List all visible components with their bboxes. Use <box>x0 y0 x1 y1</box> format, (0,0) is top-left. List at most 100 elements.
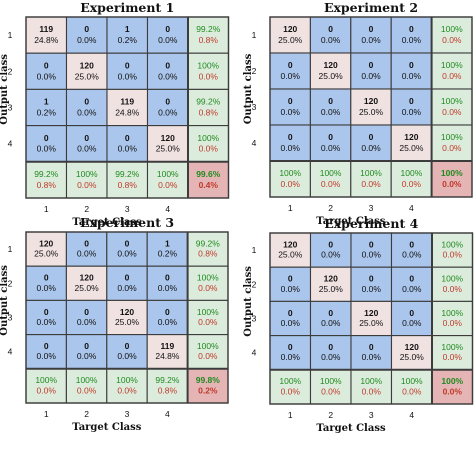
cell-count-label: 0 <box>84 24 89 34</box>
cell-percent-label: 0.0% <box>117 283 137 293</box>
cell-count-label: 0 <box>409 24 414 34</box>
off-diagonal-cell <box>269 88 311 126</box>
off-diagonal-cell <box>25 334 67 370</box>
off-diagonal-cell <box>269 300 312 337</box>
column-error-label: 0.0% <box>37 385 57 395</box>
cell-count-label: 0 <box>125 60 130 70</box>
row-error-label: 0.8% <box>199 107 219 117</box>
cell-count-label: 0 <box>84 238 89 248</box>
column-error-label: 0.0% <box>77 180 97 190</box>
cell-percent-label: 0.0% <box>281 107 301 117</box>
cell-count-label: 0 <box>409 274 414 284</box>
x-tick-label: 4 <box>165 204 170 214</box>
column-summary-cell <box>146 368 189 404</box>
cell-percent-label: 0.0% <box>361 71 381 81</box>
cell-count-label: 0 <box>409 308 414 318</box>
cell-percent-label: 0.0% <box>118 144 138 154</box>
row-error-label: 0.0% <box>443 318 463 328</box>
x-axis-label: Target Class <box>72 217 142 228</box>
cell-count-label: 119 <box>161 341 175 351</box>
row-error-label: 0.0% <box>442 143 462 153</box>
column-correct-label: 100% <box>320 376 342 386</box>
cell-count-label: 0 <box>288 96 293 106</box>
cell-percent-label: 24.8% <box>34 35 59 45</box>
cell-percent-label: 0.0% <box>77 107 97 117</box>
cell-count-label: 1 <box>125 24 130 34</box>
cell-count-label: 0 <box>165 273 170 283</box>
row-error-label: 0.8% <box>198 249 218 259</box>
x-tick-label: 1 <box>44 204 49 214</box>
row-correct-label: 100% <box>441 96 463 106</box>
column-error-label: 0.0% <box>158 180 178 190</box>
confusion-matrix-panel: 11924.8%00.0%10.2%00.0%99.2%0.8%00.0%120… <box>0 0 230 228</box>
x-tick-label: 3 <box>125 204 130 214</box>
off-diagonal-cell <box>390 300 433 337</box>
cell-percent-label: 25.0% <box>359 318 384 328</box>
off-diagonal-cell <box>269 124 311 162</box>
cell-percent-label: 25.0% <box>319 71 344 81</box>
x-axis-label: Target Class <box>316 216 386 227</box>
cell-percent-label: 0.0% <box>37 317 57 327</box>
diagonal-cell <box>65 265 108 301</box>
row-error-label: 0.8% <box>199 35 219 45</box>
cell-percent-label: 0.0% <box>362 284 382 294</box>
cell-percent-label: 0.0% <box>321 35 341 45</box>
cell-percent-label: 25.0% <box>75 283 100 293</box>
cell-percent-label: 0.0% <box>77 144 97 154</box>
cell-percent-label: 0.0% <box>321 143 341 153</box>
cell-percent-label: 0.0% <box>321 318 341 328</box>
x-tick-label: 3 <box>125 409 130 419</box>
panel-title: Experiment 4 <box>324 216 418 231</box>
off-diagonal-cell <box>106 125 149 163</box>
off-diagonal-cell <box>146 265 189 301</box>
panel-title: Experiment 2 <box>324 0 418 15</box>
cell-count-label: 0 <box>165 307 170 317</box>
cell-percent-label: 0.0% <box>361 35 381 45</box>
cell-percent-label: 25.0% <box>399 143 424 153</box>
cell-percent-label: 0.0% <box>37 351 57 361</box>
x-tick-label: 4 <box>409 203 414 213</box>
cell-percent-label: 0.0% <box>158 317 178 327</box>
column-correct-label: 100% <box>320 168 342 178</box>
cell-count-label: 0 <box>369 24 374 34</box>
cell-percent-label: 0.0% <box>402 107 422 117</box>
cell-percent-label: 0.0% <box>77 351 97 361</box>
x-tick-label: 2 <box>84 409 89 419</box>
column-correct-label: 100% <box>279 376 301 386</box>
cell-percent-label: 25.0% <box>319 284 344 294</box>
panel-title: Experiment 3 <box>80 215 174 230</box>
row-error-label: 0.0% <box>199 144 219 154</box>
off-diagonal-cell <box>106 231 148 267</box>
row-error-label: 0.0% <box>442 107 462 117</box>
column-error-label: 0.0% <box>281 179 301 189</box>
column-error-label: 0.8% <box>118 180 138 190</box>
row-summary-cell <box>187 299 229 336</box>
cell-count-label: 120 <box>404 132 418 142</box>
cell-count-label: 0 <box>369 132 374 142</box>
column-summary-cell <box>106 161 149 199</box>
cell-count-label: 0 <box>288 60 293 70</box>
column-error-label: 0.0% <box>361 179 381 189</box>
cell-percent-label: 25.0% <box>400 352 425 362</box>
column-summary-cell <box>65 368 108 404</box>
off-diagonal-cell <box>65 299 108 336</box>
cell-count-label: 0 <box>44 133 49 143</box>
cell-percent-label: 24.8% <box>155 351 180 361</box>
off-diagonal-cell <box>146 299 189 336</box>
row-correct-label: 100% <box>197 307 219 317</box>
column-summary-cell <box>309 160 352 198</box>
row-correct-label: 100% <box>441 274 463 284</box>
cell-percent-label: 0.0% <box>37 283 57 293</box>
panel-title: Experiment 1 <box>80 0 174 15</box>
column-correct-label: 99.2% <box>34 169 59 179</box>
cell-percent-label: 0.0% <box>158 35 178 45</box>
column-error-label: 0.0% <box>117 385 137 395</box>
cell-percent-label: 0.0% <box>321 352 341 362</box>
row-correct-label: 100% <box>441 239 463 249</box>
off-diagonal-cell <box>65 231 108 267</box>
cell-count-label: 119 <box>39 24 53 34</box>
column-summary-cell <box>106 368 148 404</box>
x-tick-label: 1 <box>288 203 293 213</box>
cell-count-label: 120 <box>39 238 53 248</box>
